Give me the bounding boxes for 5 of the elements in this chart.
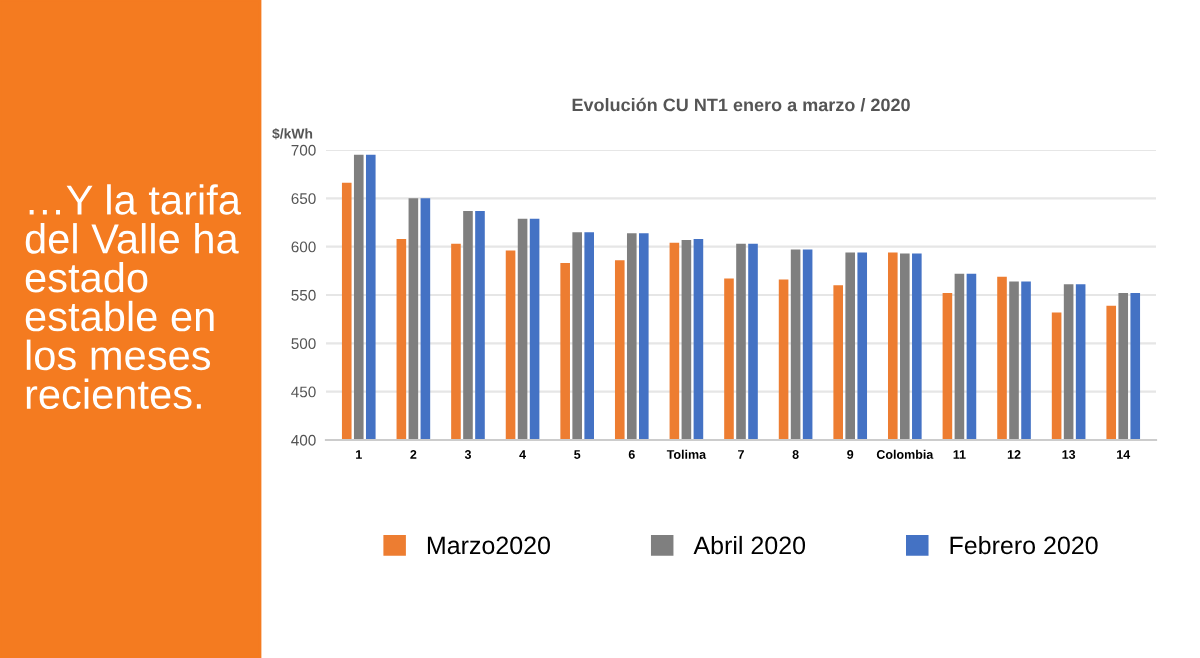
text: …Y la tarifa del Valle ha estado estable en los meses recientes. — [25, 184, 241, 410]
legend-label: Febrero 2020 — [950, 535, 1098, 555]
chart-title: Evolución CU NT1 enero a marzo / 2020 — [572, 97, 910, 112]
legend-label: Marzo2020 — [427, 536, 550, 555]
legend-label: Abril 2020 — [693, 535, 806, 555]
